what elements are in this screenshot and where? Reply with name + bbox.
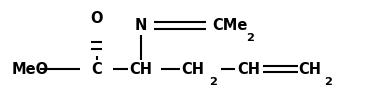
Text: CH: CH — [181, 62, 204, 77]
Text: N: N — [135, 18, 147, 32]
Text: C: C — [91, 62, 102, 77]
Text: CH: CH — [129, 62, 152, 77]
Text: MeO: MeO — [12, 62, 49, 77]
Text: CH: CH — [237, 62, 260, 77]
Text: O: O — [91, 11, 103, 26]
Text: CMe: CMe — [212, 18, 247, 32]
Text: 2: 2 — [210, 76, 217, 86]
Text: 2: 2 — [246, 32, 255, 42]
Text: 2: 2 — [324, 76, 332, 86]
Text: CH: CH — [298, 62, 321, 77]
